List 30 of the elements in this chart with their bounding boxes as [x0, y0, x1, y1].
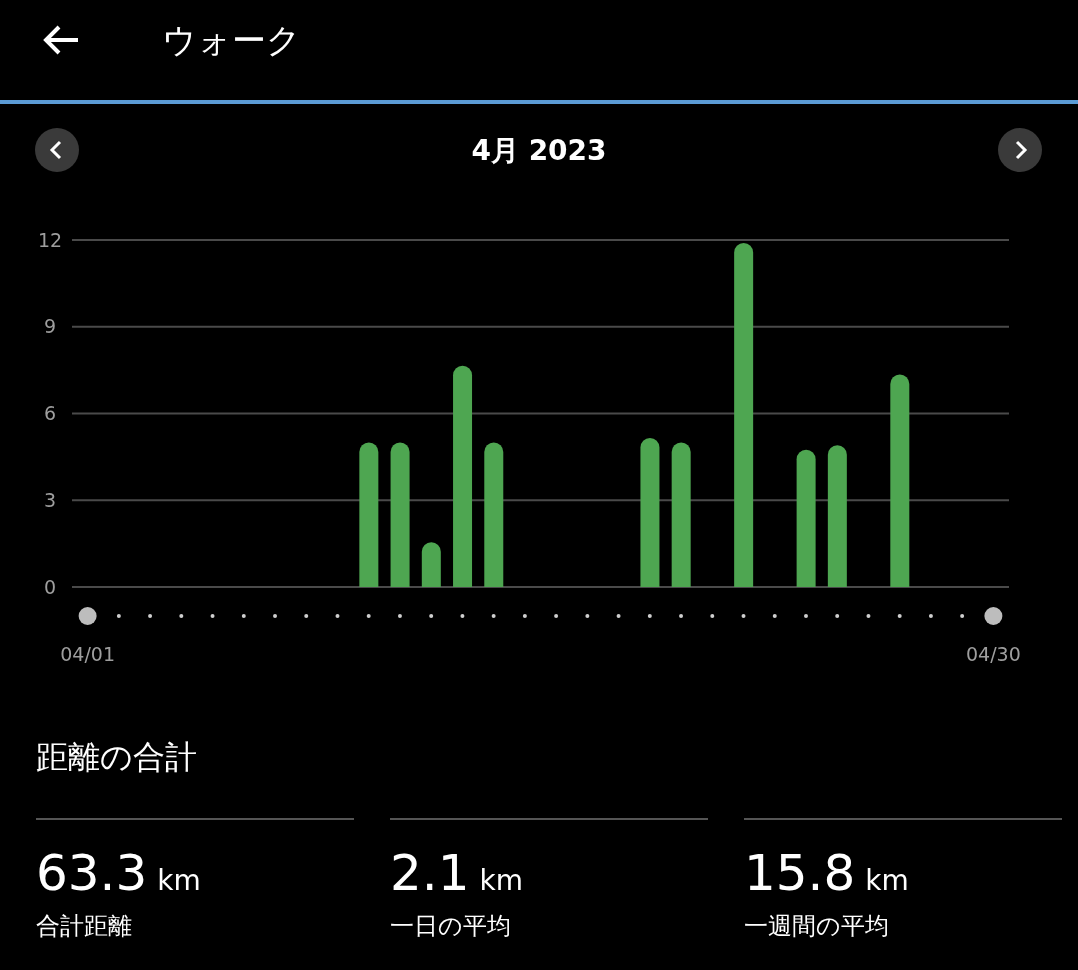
- text: 63.3: [36, 844, 148, 902]
- bar: [359, 442, 379, 587]
- text: km: [479, 864, 524, 897]
- x-tick-label: 04/01: [60, 643, 115, 665]
- bar: [484, 442, 504, 587]
- bar: [796, 449, 816, 587]
- bar: [421, 542, 441, 587]
- text: 15.8: [744, 844, 856, 902]
- chart-subtitle: 4月 2023: [470, 133, 608, 169]
- text: km: [865, 864, 909, 897]
- bar: [640, 438, 660, 587]
- bar: [734, 242, 754, 587]
- bar: [453, 365, 473, 587]
- y-tick-label: 3: [43, 488, 57, 511]
- text: 合計距離: [36, 911, 133, 942]
- text: 距離の合計: [36, 737, 197, 778]
- text: 一日の平均: [390, 911, 512, 942]
- y-tick-label: 9: [43, 315, 57, 338]
- y-tick-label: 0: [43, 575, 57, 598]
- bar: [390, 442, 410, 587]
- bar: [827, 445, 847, 587]
- y-tick-label: 6: [43, 402, 57, 425]
- text: km: [157, 864, 201, 897]
- y-tick-label: 12: [37, 228, 63, 251]
- bar: [890, 374, 910, 587]
- x-tick-label: 04/30: [966, 643, 1021, 665]
- bar: [671, 442, 691, 587]
- text: 一週間の平均: [744, 911, 890, 942]
- chart-title: ウォーク: [162, 19, 301, 62]
- text: 2.1: [390, 844, 470, 902]
